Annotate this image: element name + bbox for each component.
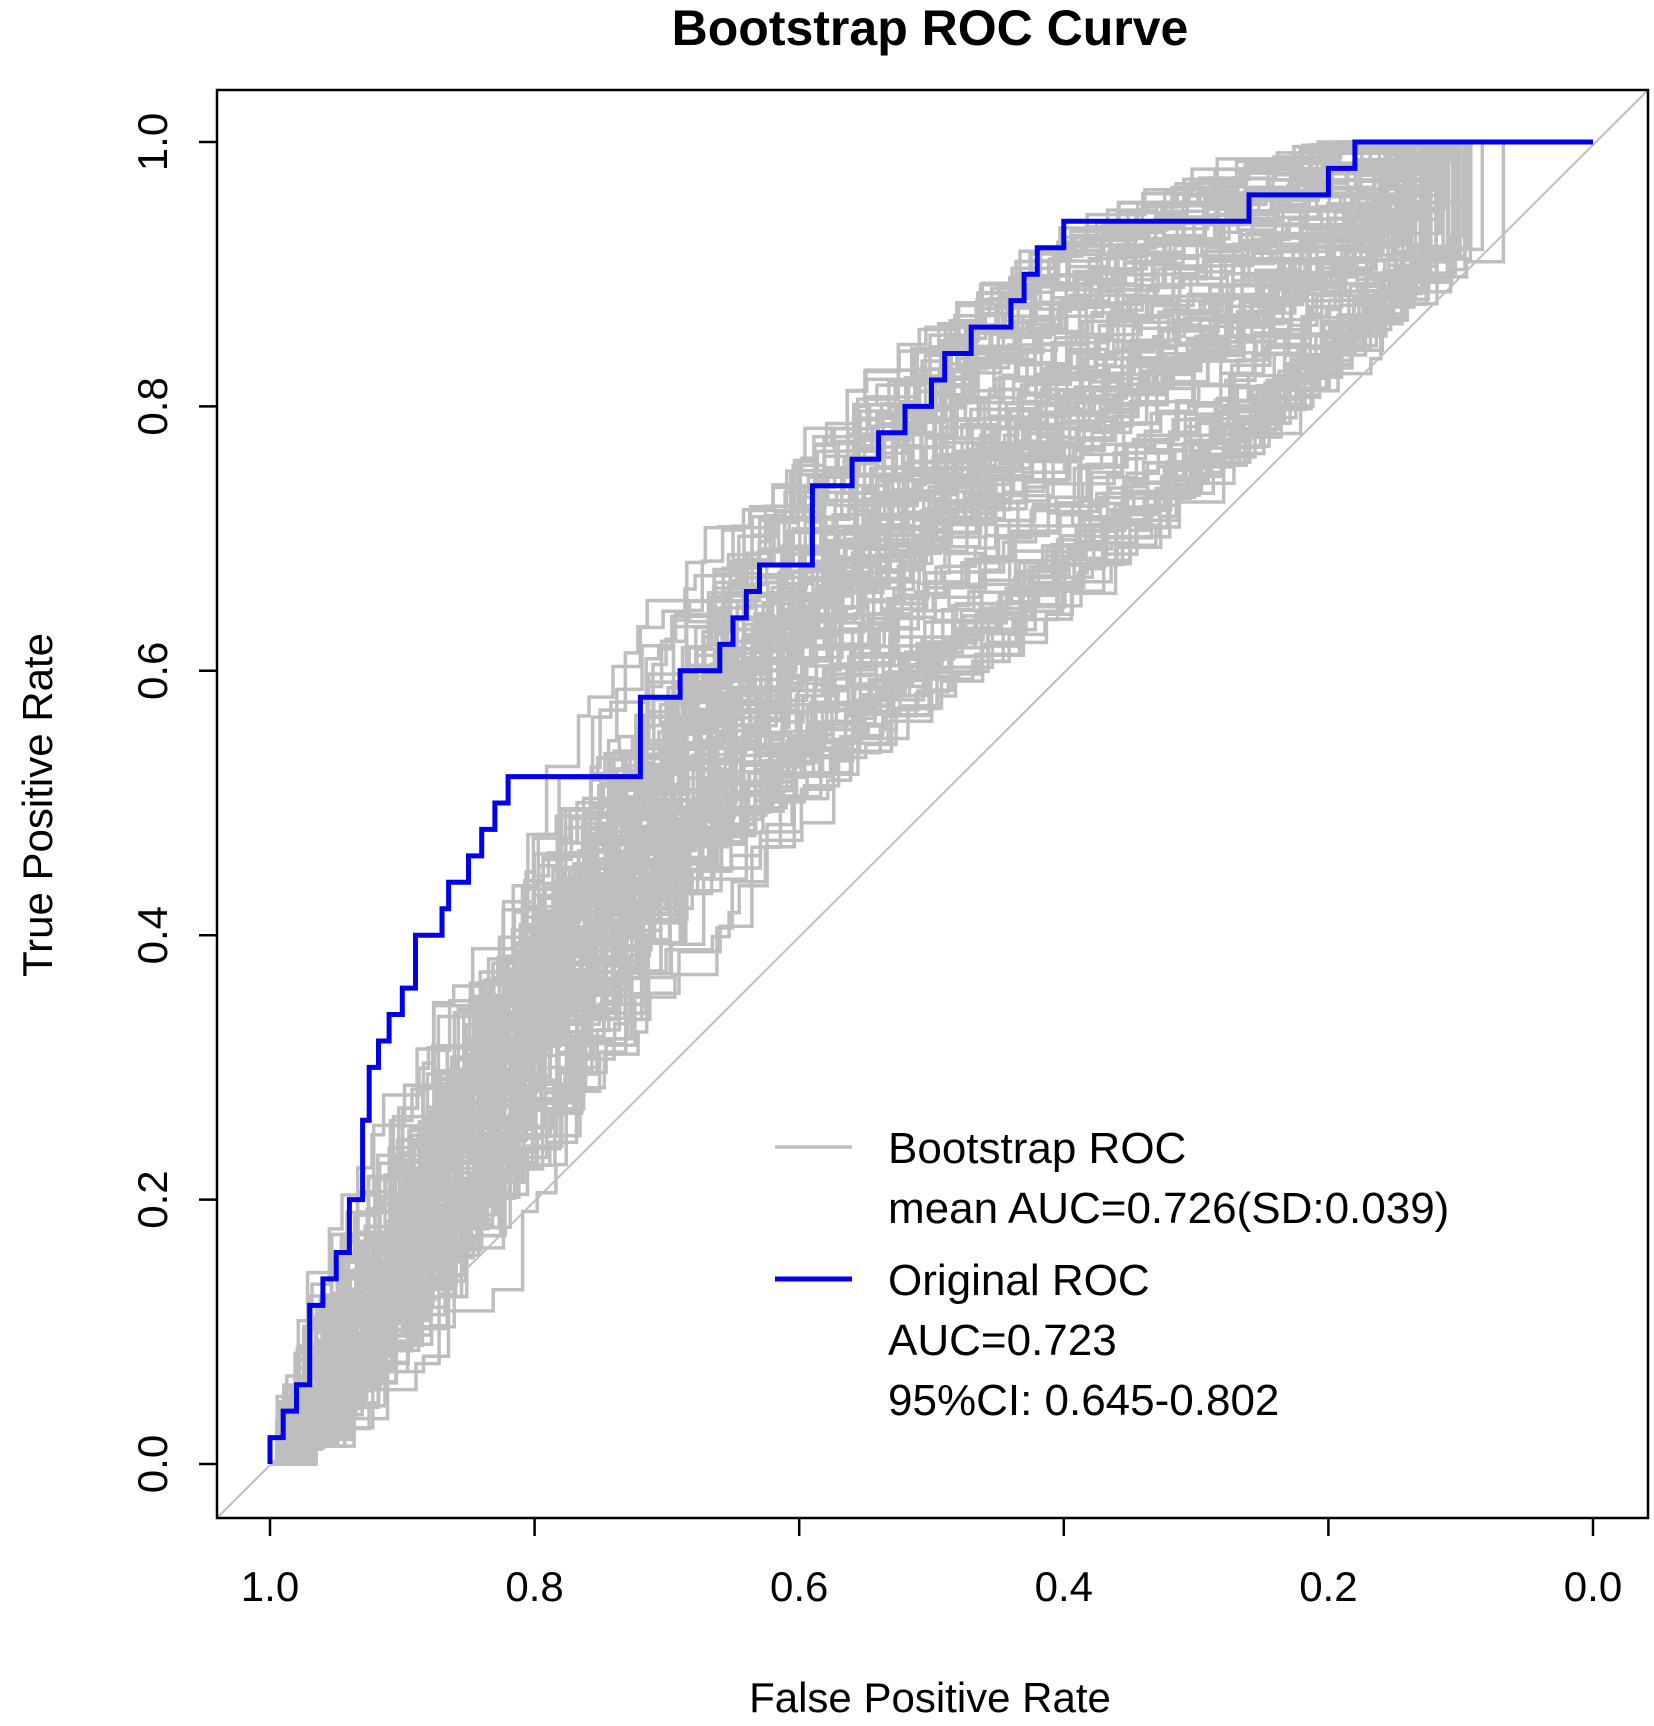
original-roc-curve bbox=[267, 139, 1593, 1464]
x-tick-label: 0.4 bbox=[1035, 1563, 1093, 1610]
legend-bootstrap-text: Bootstrap ROC bbox=[888, 1124, 1186, 1173]
legend-original-text: AUC=0.723 bbox=[888, 1316, 1117, 1365]
y-axis-label: True Positive Rate bbox=[14, 633, 61, 977]
y-tick-label: 0.2 bbox=[129, 1170, 176, 1228]
bootstrap-roc-curve bbox=[270, 140, 1593, 1466]
bootstrap-roc-curve bbox=[270, 140, 1593, 1466]
y-tick-label: 0.0 bbox=[129, 1435, 176, 1493]
legend-original-text: Original ROC bbox=[888, 1256, 1150, 1305]
bootstrap-roc-curve bbox=[270, 140, 1593, 1466]
bootstrap-roc-curve bbox=[270, 140, 1593, 1466]
x-axis: 1.0 0.8 0.6 0.4 0.2 0.0 bbox=[241, 1518, 1622, 1610]
bootstrap-curves bbox=[270, 140, 1593, 1466]
x-axis-label: False Positive Rate bbox=[749, 1674, 1111, 1721]
diagonal-reference-line bbox=[216, 89, 1649, 1519]
bootstrap-roc-curve bbox=[270, 140, 1593, 1466]
bootstrap-roc-curve bbox=[270, 140, 1593, 1466]
legend: Bootstrap ROC mean AUC=0.726(SD:0.039) Ori… bbox=[775, 1124, 1449, 1425]
chart-title: Bootstrap ROC Curve bbox=[672, 0, 1189, 56]
legend-bootstrap-text: mean AUC=0.726(SD:0.039) bbox=[888, 1184, 1449, 1233]
legend-original-text: 95%CI: 0.645-0.802 bbox=[888, 1376, 1279, 1425]
y-axis: 0.0 0.2 0.4 0.6 0.8 1.0 bbox=[129, 113, 217, 1493]
bootstrap-roc-curve bbox=[270, 140, 1593, 1466]
x-tick-label: 1.0 bbox=[241, 1563, 299, 1610]
x-tick-label: 0.0 bbox=[1564, 1563, 1622, 1610]
x-tick-label: 0.6 bbox=[770, 1563, 828, 1610]
y-tick-label: 0.8 bbox=[129, 377, 176, 435]
x-tick-label: 0.8 bbox=[505, 1563, 563, 1610]
x-tick-label: 0.2 bbox=[1299, 1563, 1357, 1610]
y-tick-label: 0.6 bbox=[129, 642, 176, 700]
y-tick-label: 1.0 bbox=[129, 113, 176, 171]
bootstrap-roc-curve bbox=[270, 140, 1593, 1466]
bootstrap-roc-curve bbox=[270, 140, 1593, 1466]
y-tick-label: 0.4 bbox=[129, 906, 176, 964]
plot-frame bbox=[215, 88, 1650, 1520]
bootstrap-roc-curve bbox=[270, 140, 1593, 1466]
bootstrap-roc-curve bbox=[270, 140, 1593, 1466]
